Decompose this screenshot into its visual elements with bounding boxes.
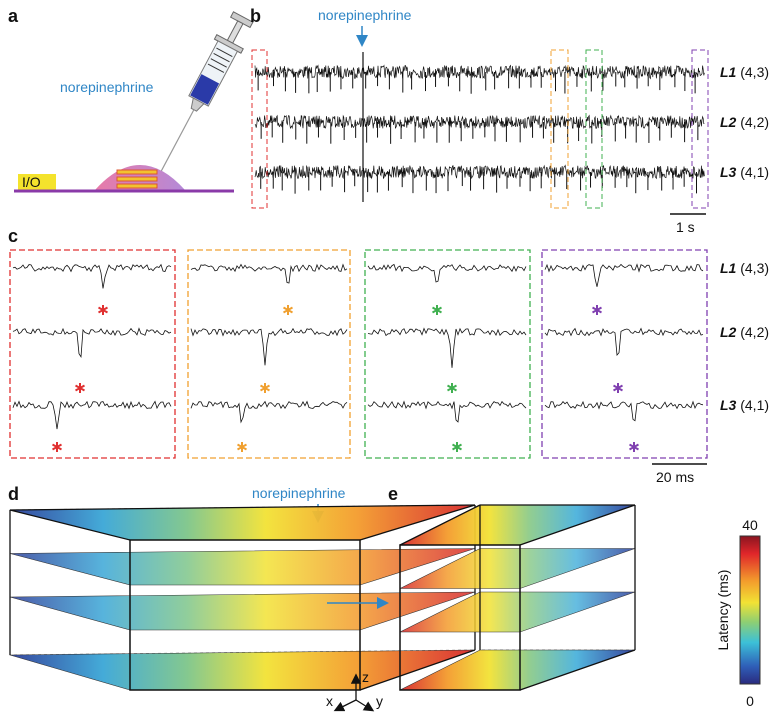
window [251,49,268,209]
trace-coords: (4,3) [740,260,769,276]
io-label: I/O [22,174,41,190]
trace-label: L2 (4,2) [720,114,769,130]
asterisk [629,442,639,452]
panel-label: b [250,6,261,26]
colorbar-tick: 0 [746,693,754,709]
asterisk [613,383,623,393]
trace [367,327,527,368]
trace-label: L3 (4,1) [720,397,769,413]
trace-coords: (4,1) [740,397,769,413]
latency-layer [9,591,476,631]
trace-label: L3 (4,1) [720,164,769,180]
electrodes [116,169,158,189]
box-edge [519,649,636,691]
trace-name: L3 [720,397,737,413]
colorbar [739,535,761,685]
window [9,249,176,459]
axes-icon [333,673,375,712]
trace [254,164,705,180]
drug-label: norepinephrine [60,79,154,95]
drug-label: norepinephrine [318,7,412,23]
trace-coords: (4,2) [740,324,769,340]
window [585,49,603,209]
box-edge [519,504,636,546]
scale-label: 20 ms [656,469,694,485]
trace-coords: (4,2) [740,114,769,130]
trace-label: L1 (4,3) [720,64,769,80]
latency-layer [9,504,476,541]
axis-label: y [376,693,383,709]
scale-label: 1 s [676,219,695,235]
syringe [151,11,254,190]
box-edge [9,504,476,511]
trace [12,327,172,359]
io-pad [18,174,56,190]
asterisk [98,305,108,315]
asterisk [260,383,270,393]
asterisk [452,442,462,452]
trace [367,263,527,283]
trace [190,327,348,366]
trace-name: L1 [720,260,737,276]
box-edge [359,504,476,541]
trace-name: L1 [720,64,737,80]
drug-label: norepinephrine [252,485,346,501]
trace-label: L1 (4,3) [720,260,769,276]
asterisk [447,383,457,393]
trace-name: L2 [720,114,737,130]
box-edge [9,509,131,541]
trace [367,400,527,423]
trace-name: L2 [720,324,737,340]
trace-name: L3 [720,164,737,180]
trace-label: L2 (4,2) [720,324,769,340]
asterisk [592,305,602,315]
window [550,49,569,209]
asterisk [237,442,247,452]
trace [254,114,705,130]
colorbar-tick: 40 [742,517,758,533]
asterisk [52,442,62,452]
axis-label: x [326,693,333,709]
trace [190,400,348,424]
box-edge [399,504,481,546]
trace [544,263,704,287]
panel-label: e [388,484,398,504]
latency-layer [9,548,476,586]
trace [544,327,704,356]
trace [190,263,348,284]
window [691,49,709,209]
trace [12,263,172,289]
trace [544,400,704,422]
window [541,249,708,459]
latency-layer [9,649,476,691]
asterisk [75,383,85,393]
axis-label: z [362,669,369,685]
box-edge [359,649,476,691]
panel-label: a [8,6,19,26]
window [187,249,351,459]
trace [12,400,172,430]
panel-label: d [8,484,19,504]
trace-coords: (4,1) [740,164,769,180]
panel-label: c [8,226,18,246]
trace-coords: (4,3) [740,64,769,80]
window [364,249,531,459]
colorbar-title: Latency (ms) [715,570,731,651]
asterisk [432,305,442,315]
asterisk [283,305,293,315]
